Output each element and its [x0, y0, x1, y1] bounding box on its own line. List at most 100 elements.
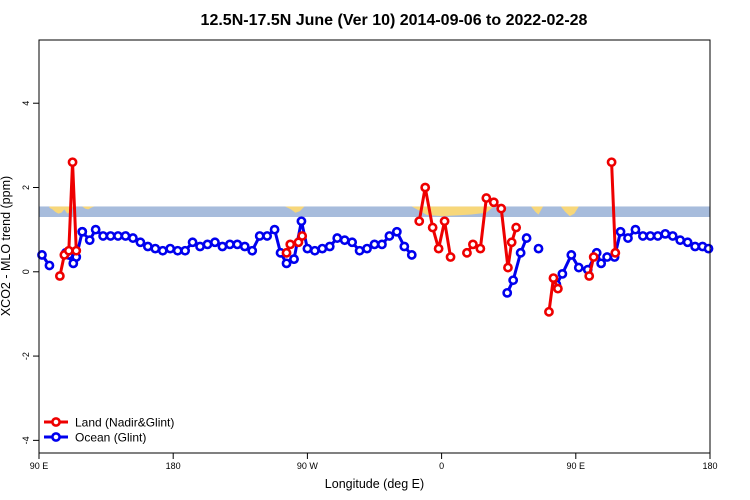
- ocean-point: [165, 243, 176, 254]
- land-point: [297, 231, 308, 241]
- ocean-point: [44, 260, 55, 271]
- ocean-point: [90, 224, 101, 235]
- ocean-point: [596, 258, 607, 269]
- ocean-series-line-5: [505, 237, 528, 294]
- land-patch-1: [82, 206, 95, 210]
- land-point: [285, 239, 296, 250]
- land-point: [281, 247, 292, 258]
- y-axis: -4 -2 0 2 4: [21, 101, 39, 444]
- ocean-point: [332, 233, 343, 243]
- ocean-point: [128, 233, 138, 243]
- land-point: [548, 273, 559, 284]
- ocean-point: [224, 239, 235, 250]
- land-point: [475, 243, 486, 254]
- ocean-point: [84, 235, 95, 246]
- land-point: [506, 237, 517, 248]
- land-point: [503, 262, 513, 273]
- ocean-point: [105, 231, 116, 241]
- ocean-legend-marker: [51, 432, 61, 442]
- ocean-point: [135, 237, 146, 248]
- ocean-point: [202, 239, 213, 250]
- ocean-point: [217, 241, 228, 252]
- ocean-point: [281, 258, 292, 269]
- ocean-series-line-7: [555, 253, 581, 286]
- land-patch-3: [411, 206, 494, 217]
- land-point: [468, 239, 478, 250]
- x-tick-label: 90 E: [567, 461, 586, 471]
- series-layer: [37, 157, 714, 317]
- land-point: [71, 245, 82, 256]
- ocean-point: [638, 231, 648, 241]
- plot-frame: [38, 39, 711, 454]
- land-mask-band: [39, 206, 710, 217]
- ocean-point: [142, 241, 153, 252]
- land-point: [544, 306, 554, 317]
- x-tick-label: 0: [439, 461, 444, 471]
- x-axis: 90 E 180 90 W 0 90 E 180: [30, 453, 718, 471]
- x-tick-label: 180: [166, 461, 181, 471]
- ocean-point: [660, 228, 671, 239]
- ocean-point: [623, 233, 633, 243]
- land-point: [54, 271, 65, 281]
- land-point: [63, 245, 74, 256]
- ocean-point: [195, 241, 205, 252]
- ocean-point: [630, 224, 641, 235]
- ocean-point: [157, 245, 168, 256]
- land-point: [553, 283, 563, 294]
- land-point: [67, 157, 78, 168]
- ocean-point: [309, 245, 320, 256]
- land-legend-label: Land (Nadir&Glint): [75, 416, 174, 430]
- chart-title: 12.5N-17.5N June (Ver 10) 2014-09-06 to …: [201, 12, 588, 29]
- y-tick-label: 0: [21, 269, 31, 274]
- land-series-line-5: [547, 276, 560, 313]
- y-tick-label: -2: [21, 352, 31, 360]
- ocean-point: [262, 231, 273, 241]
- y-axis-label: XCO2 - MLO trend (ppm): [0, 176, 13, 316]
- land-patch-4: [531, 206, 543, 215]
- ocean-point: [296, 216, 307, 227]
- ocean-point: [347, 237, 358, 248]
- ocean-point: [232, 239, 243, 250]
- land-patch-0: [49, 206, 74, 214]
- ocean-point: [557, 268, 568, 279]
- ocean-point: [573, 262, 584, 273]
- ocean-point: [68, 258, 79, 269]
- ocean-point: [317, 243, 328, 254]
- ocean-point: [645, 231, 656, 241]
- ocean-point: [521, 233, 532, 243]
- land-point: [496, 203, 507, 214]
- ocean-point: [113, 231, 123, 241]
- ocean-point: [98, 231, 109, 241]
- y-tick-label: 2: [21, 185, 31, 190]
- ocean-point: [533, 243, 544, 254]
- ocean-point: [210, 237, 220, 248]
- ocean-point: [502, 287, 513, 298]
- y-tick-label: 4: [21, 101, 31, 106]
- land-point: [584, 271, 595, 281]
- land-point: [433, 243, 444, 254]
- ocean-point: [667, 231, 678, 241]
- ocean-point: [369, 239, 380, 250]
- ocean-point: [703, 243, 714, 254]
- ocean-point: [187, 237, 198, 248]
- ocean-point: [515, 247, 526, 258]
- land-point: [481, 193, 492, 203]
- ocean-point: [602, 252, 613, 262]
- ocean-band: [39, 206, 710, 217]
- ocean-point: [508, 275, 519, 286]
- ocean-point: [690, 241, 700, 252]
- ocean-point: [406, 250, 417, 260]
- x-tick-label: 90 E: [30, 461, 49, 471]
- ocean-point: [682, 237, 693, 248]
- ocean-point: [675, 235, 686, 246]
- ocean-point: [354, 245, 365, 256]
- land-point: [439, 216, 450, 227]
- ocean-point: [324, 241, 335, 252]
- ocean-point: [377, 239, 387, 250]
- land-point: [488, 197, 499, 208]
- x-tick-label: 180: [702, 461, 717, 471]
- ocean-point: [239, 241, 250, 252]
- ocean-point: [247, 245, 258, 256]
- ocean-point: [652, 231, 663, 241]
